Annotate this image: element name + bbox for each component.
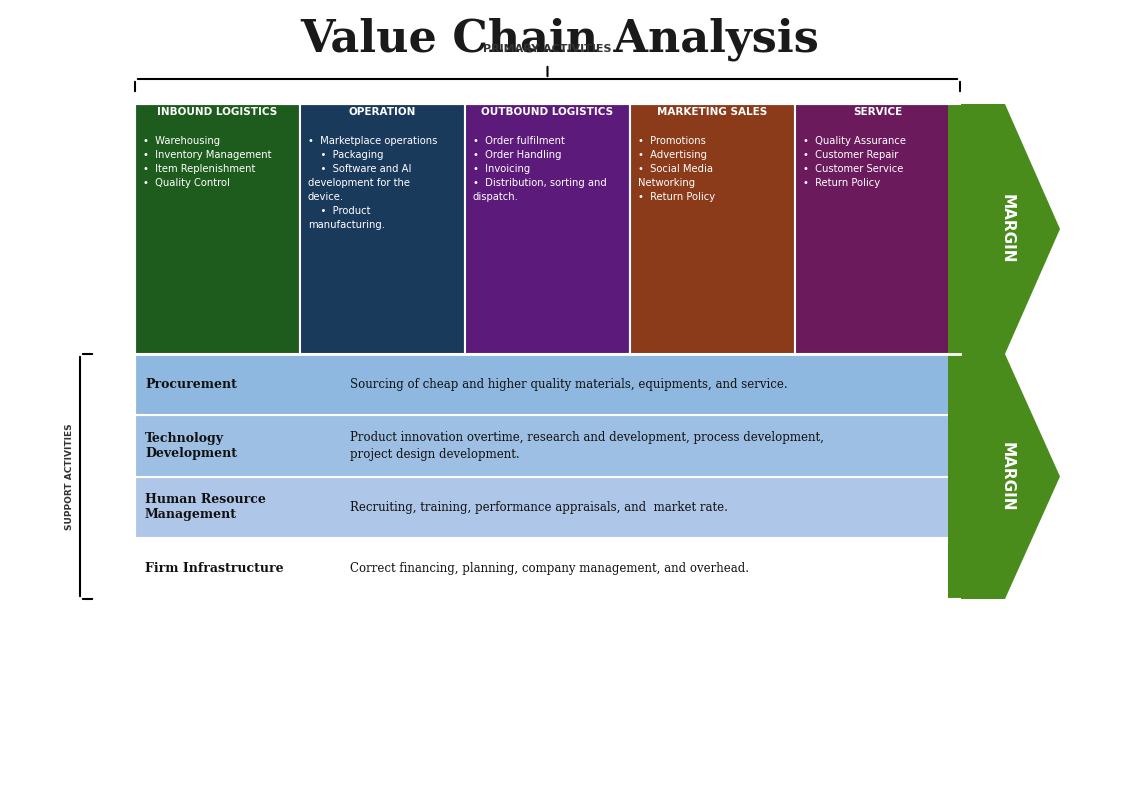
Text: SERVICE: SERVICE	[853, 107, 902, 117]
Text: PRIMARY ACTIVITIES: PRIMARY ACTIVITIES	[484, 44, 611, 54]
Text: Correct financing, planning, company management, and overhead.: Correct financing, planning, company man…	[350, 562, 749, 575]
Text: MARKETING SALES: MARKETING SALES	[657, 107, 767, 117]
Text: Product innovation overtime, research and development, process development,
proj: Product innovation overtime, research an…	[350, 431, 824, 461]
Text: MARGIN: MARGIN	[1000, 441, 1014, 511]
Text: SUPPORT ACTIVITIES: SUPPORT ACTIVITIES	[65, 423, 74, 530]
FancyBboxPatch shape	[135, 104, 300, 354]
Text: OUTBOUND LOGISTICS: OUTBOUND LOGISTICS	[481, 107, 614, 117]
FancyBboxPatch shape	[135, 476, 960, 538]
Text: •  Marketplace operations
    •  Packaging
    •  Software and AI
development fo: • Marketplace operations • Packaging • S…	[309, 136, 438, 230]
Text: Human Resource
Management: Human Resource Management	[145, 493, 266, 521]
FancyBboxPatch shape	[300, 104, 465, 354]
Text: Value Chain Analysis: Value Chain Analysis	[301, 17, 819, 61]
Text: Sourcing of cheap and higher quality materials, equipments, and service.: Sourcing of cheap and higher quality mat…	[350, 378, 788, 391]
FancyBboxPatch shape	[465, 104, 629, 354]
FancyBboxPatch shape	[135, 354, 960, 415]
Text: Technology
Development: Technology Development	[145, 432, 237, 460]
Text: Recruiting, training, performance appraisals, and  market rate.: Recruiting, training, performance apprai…	[350, 501, 728, 514]
Text: •  Order fulfilment
•  Order Handling
•  Invoicing
•  Distribution, sorting and
: • Order fulfilment • Order Handling • In…	[473, 136, 607, 202]
Polygon shape	[948, 104, 1060, 354]
Polygon shape	[948, 354, 1060, 599]
Text: Procurement: Procurement	[145, 378, 237, 391]
FancyBboxPatch shape	[795, 104, 960, 354]
Text: Firm Infrastructure: Firm Infrastructure	[145, 562, 284, 575]
FancyBboxPatch shape	[135, 293, 960, 354]
Text: •  Warehousing
•  Inventory Management
•  Item Replenishment
•  Quality Control: • Warehousing • Inventory Management • I…	[142, 136, 272, 188]
Text: OPERATION: OPERATION	[349, 107, 416, 117]
Text: MARGIN: MARGIN	[1000, 195, 1014, 264]
FancyBboxPatch shape	[135, 415, 960, 476]
Text: •  Quality Assurance
•  Customer Repair
•  Customer Service
•  Return Policy: • Quality Assurance • Customer Repair • …	[803, 136, 905, 188]
FancyBboxPatch shape	[629, 104, 795, 354]
Text: •  Promotions
•  Advertising
•  Social Media
Networking
•  Return Policy: • Promotions • Advertising • Social Medi…	[638, 136, 715, 202]
Text: INBOUND LOGISTICS: INBOUND LOGISTICS	[157, 107, 277, 117]
